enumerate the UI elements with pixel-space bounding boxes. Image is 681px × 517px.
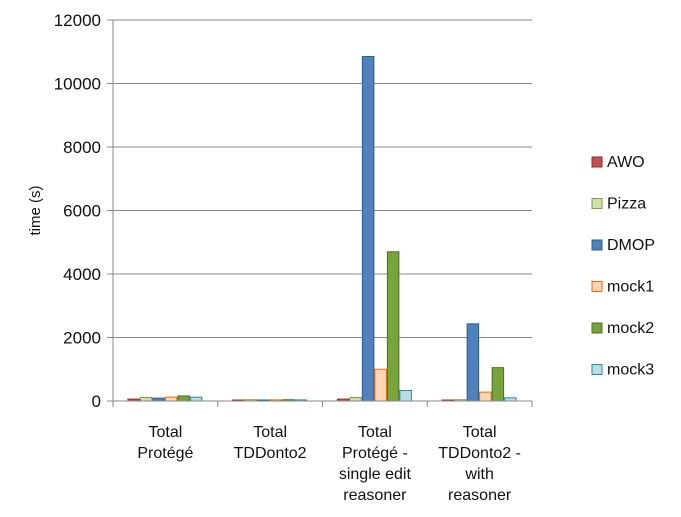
gridlines: [113, 19, 532, 338]
y-tick-label: 0: [92, 392, 101, 411]
bar-dmop-4: [466, 323, 480, 402]
x-category-line: Total: [463, 424, 497, 441]
bar-mock3-3: [399, 390, 412, 402]
y-tick-label: 8000: [63, 138, 101, 157]
legend-label-mock3: mock3: [607, 362, 654, 379]
bar-mock2-4: [491, 367, 505, 402]
bar-mock2-1: [177, 395, 190, 402]
y-tick-label: 2000: [63, 329, 101, 348]
x-category-line: Total: [358, 424, 392, 441]
x-category-line: Protégé: [137, 445, 193, 462]
x-category-label: Total Protégé: [137, 424, 193, 462]
bars: [127, 56, 517, 402]
legend-label-mock2: mock2: [607, 320, 654, 337]
bar-mock1-3: [374, 368, 387, 402]
x-category-line: Total: [253, 424, 287, 441]
bar-pizza-1: [139, 397, 153, 402]
legend-label-awo: AWO: [607, 154, 645, 171]
bar-pizza-3: [349, 397, 362, 402]
y-tick-label: 6000: [63, 202, 101, 221]
x-category-line: Total: [148, 424, 182, 441]
y-axis-ticks: 0 2000 4000 6000 8000 10000 12000: [54, 11, 113, 411]
x-category-line: single edit: [339, 466, 412, 483]
x-category-line: TDDonto2 -: [438, 445, 521, 462]
x-category-label: Total Protégé - single edit reasoner: [339, 424, 412, 504]
bar-mock2-3: [386, 251, 400, 402]
legend-swatch-awo: [591, 156, 603, 168]
x-category-line: reasoner: [448, 487, 512, 504]
legend-swatch-mock3: [591, 364, 603, 375]
legend-label-mock1: mock1: [607, 279, 654, 296]
bar-mock1-4: [479, 391, 492, 402]
legend-swatch-pizza: [591, 198, 603, 209]
bar-mock3-1: [189, 396, 203, 402]
x-axis-categories: Total Protégé Total TDDonto2 Total Protégé - s…: [137, 424, 521, 504]
x-category-line: reasoner: [343, 487, 407, 504]
legend-label-pizza: Pizza: [607, 196, 646, 213]
legend-label-dmop: DMOP: [607, 237, 655, 254]
x-category-label: Total TDDonto2 - with reasoner: [438, 424, 521, 504]
x-category-line: TDDonto2: [234, 445, 307, 462]
legend-swatch-mock2: [591, 322, 603, 334]
bar-dmop-3: [361, 56, 375, 402]
x-category-line: Protégé -: [342, 445, 408, 462]
y-tick-label: 4000: [63, 265, 101, 284]
y-tick-label: 12000: [54, 11, 101, 30]
axes: [112, 20, 533, 407]
y-tick-label: 10000: [54, 75, 101, 94]
x-category-label: Total TDDonto2: [234, 424, 307, 462]
legend-swatch-mock1: [591, 281, 603, 292]
bar-mock1-1: [164, 396, 178, 402]
y-axis-label: time (s): [27, 186, 44, 236]
x-category-line: with: [464, 466, 493, 483]
legend: AWO Pizza DMOP mock1 mock2 mock3: [591, 154, 655, 379]
legend-swatch-dmop: [591, 239, 603, 251]
